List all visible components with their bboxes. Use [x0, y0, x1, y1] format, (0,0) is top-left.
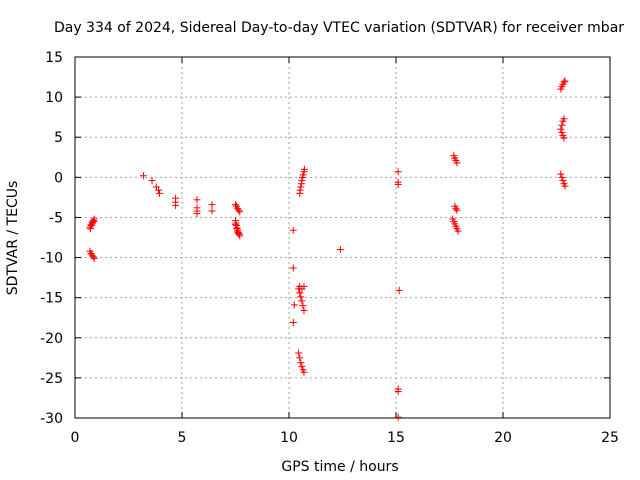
data-point [394, 168, 402, 176]
data-point [235, 206, 243, 214]
data-point [454, 227, 462, 235]
data-point [236, 208, 244, 216]
data-point [395, 286, 403, 294]
data-point [297, 293, 305, 301]
y-axis-label: SDTVAR / TECUs [5, 181, 21, 296]
data-point [90, 254, 98, 262]
y-tick-label: 0 [54, 170, 63, 186]
y-tick-label: -25 [40, 371, 63, 387]
data-point [193, 196, 201, 204]
data-point [139, 172, 147, 180]
data-point [394, 181, 402, 189]
data-point [296, 186, 304, 194]
data-point [297, 359, 305, 367]
data-point [336, 246, 344, 254]
data-point [560, 134, 568, 142]
y-tick-label: 15 [45, 50, 63, 66]
data-point [452, 205, 460, 213]
y-tick-label: 5 [54, 130, 63, 146]
data-point [560, 115, 568, 123]
data-point [232, 201, 239, 209]
x-tick-label: 20 [494, 430, 512, 446]
data-point [296, 289, 304, 297]
data-point [296, 354, 304, 362]
axis-ticks: 0 5 10 15 20 25 -30 -25 -20 -15 -10 -5 0 5 10 15 [40, 50, 619, 446]
data-point [290, 301, 298, 309]
data-point [289, 319, 297, 327]
data-point [558, 121, 566, 129]
data-point [299, 171, 307, 179]
data-point [233, 225, 241, 233]
data-point [394, 413, 402, 421]
data-point [453, 206, 461, 214]
y-tick-label: 10 [45, 90, 63, 106]
data-point [557, 170, 565, 178]
data-point [559, 177, 567, 185]
data-point [300, 165, 308, 173]
data-point [208, 201, 216, 209]
data-point [299, 302, 307, 310]
data-point [156, 189, 164, 197]
data-point [561, 77, 569, 85]
data-point [298, 297, 306, 305]
data-point [295, 349, 303, 357]
x-tick-label: 10 [280, 430, 298, 446]
data-point [235, 229, 243, 237]
data-point [300, 368, 308, 376]
data-point [297, 183, 305, 191]
y-tick-label: -30 [40, 411, 63, 427]
data-point [289, 264, 297, 272]
data-point [89, 219, 97, 227]
data-point [148, 177, 156, 185]
data-point [300, 282, 308, 290]
grid-lines [75, 57, 610, 418]
x-tick-label: 0 [71, 430, 80, 446]
plot-frame [74, 56, 611, 419]
data-point [394, 388, 402, 396]
chart-title: Day 334 of 2024, Sidereal Day-to-day VTE… [54, 20, 624, 36]
data-point [300, 307, 308, 315]
data-point [289, 226, 297, 234]
data-point [154, 186, 162, 194]
y-tick-label: -15 [40, 291, 63, 307]
data-point [558, 128, 566, 136]
y-tick-label: -10 [40, 251, 63, 267]
y-tick-label: -20 [40, 331, 63, 347]
data-point [193, 209, 201, 217]
data-point [172, 201, 180, 209]
data-point [232, 221, 239, 229]
data-point [89, 253, 97, 261]
data-point [298, 363, 306, 371]
data-point [86, 225, 94, 233]
x-axis-label: GPS time / hours [281, 459, 398, 475]
x-tick-label: 5 [178, 430, 187, 446]
y-tick-label: -5 [49, 210, 63, 226]
data-point [208, 207, 216, 215]
x-tick-label: 25 [601, 430, 619, 446]
data-point [558, 173, 566, 181]
data-point [298, 177, 306, 185]
data-point [90, 217, 98, 225]
data-point [561, 182, 569, 190]
data-point [234, 228, 242, 236]
data-point [453, 159, 461, 167]
data-points [86, 77, 569, 421]
data-point [560, 78, 568, 86]
x-tick-label: 15 [387, 430, 405, 446]
data-point [557, 125, 565, 133]
